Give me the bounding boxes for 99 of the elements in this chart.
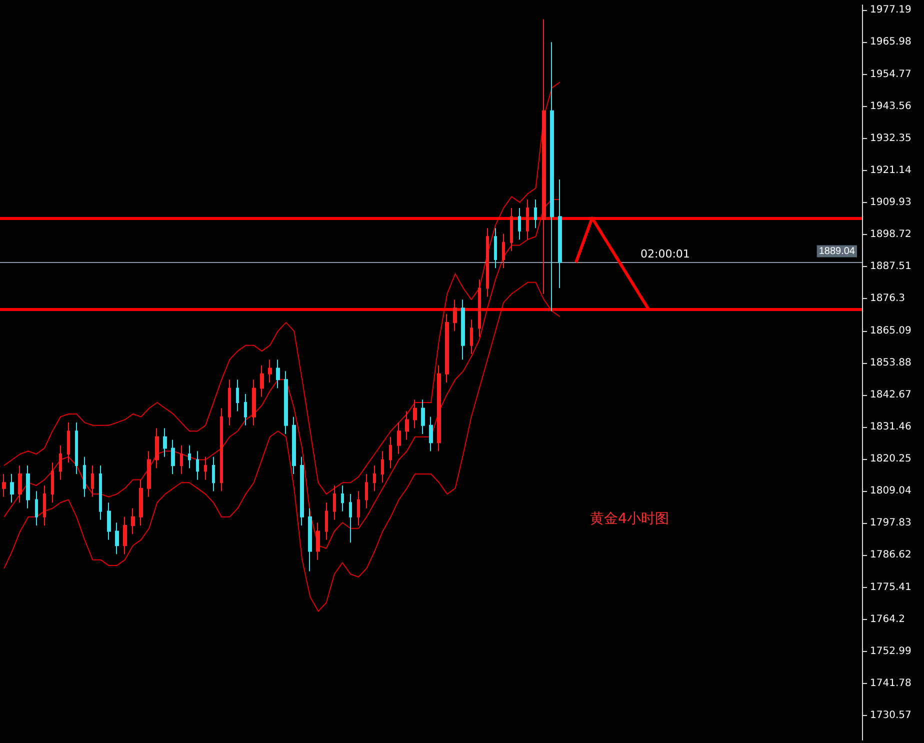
- candlestick: [316, 522, 320, 560]
- line-series: [4, 282, 560, 612]
- candlestick: [43, 484, 46, 526]
- candlestick: [292, 416, 296, 475]
- candlestick: [51, 462, 54, 504]
- candlestick: [341, 484, 344, 512]
- candlestick: [349, 494, 352, 544]
- y-tick-label: 1921.14: [870, 164, 912, 176]
- candlestick: [461, 299, 465, 360]
- candlestick: [453, 299, 457, 332]
- candlestick: [518, 208, 521, 240]
- candlestick: [107, 502, 111, 540]
- candlestick: [268, 359, 272, 384]
- candlestick: [131, 508, 135, 535]
- y-tick-label: 1842.67: [870, 389, 912, 400]
- candlestick: [163, 428, 167, 458]
- candlestick: [236, 379, 239, 412]
- candlestick: [10, 474, 14, 504]
- y-tick-label: 1887.51: [870, 261, 912, 272]
- ref-line-label: 1889.04: [818, 246, 856, 257]
- y-tick-label: 1741.78: [870, 678, 912, 689]
- candlestick: [558, 178, 562, 289]
- candlestick: [534, 198, 537, 229]
- candlestick: [123, 516, 127, 555]
- candlestick: [67, 422, 70, 464]
- candlestick: [550, 42, 554, 312]
- candlestick: [284, 370, 288, 434]
- candlestick: [478, 279, 481, 338]
- y-tick-label: 1865.09: [870, 325, 912, 336]
- candlestick: [147, 450, 151, 498]
- candlestick: [196, 450, 199, 480]
- line-series: [4, 82, 560, 495]
- candlestick: [437, 364, 441, 452]
- candlestick: [445, 313, 449, 384]
- candlestick: [2, 474, 6, 498]
- y-tick-label: 1831.46: [870, 421, 912, 432]
- y-tick-label: 1954.77: [870, 68, 912, 80]
- candlestick: [276, 359, 280, 389]
- candlestick: [526, 198, 529, 240]
- y-tick-label: 1932.35: [870, 132, 912, 144]
- candlestick: [494, 228, 497, 269]
- y-tick-label: 1764.2: [870, 614, 905, 625]
- y-tick-label: 1876.3: [870, 293, 905, 304]
- candlestick: [18, 464, 22, 504]
- candlestick: [59, 444, 62, 480]
- candlestick: [470, 319, 473, 354]
- candlestick: [83, 456, 86, 498]
- candlestick: [188, 444, 191, 469]
- candlestick: [220, 408, 223, 492]
- candlestick: [510, 208, 513, 252]
- y-tick-label: 1820.25: [870, 454, 912, 465]
- candlestick: [389, 436, 392, 469]
- candlestick: [75, 422, 78, 475]
- candlestick: [365, 474, 368, 509]
- candlestick: [139, 479, 143, 526]
- y-tick-label: 1853.88: [870, 357, 912, 368]
- candlestick: [35, 490, 38, 526]
- candlestick: [429, 416, 433, 452]
- line-series: [4, 198, 560, 549]
- candlestick: [252, 379, 256, 426]
- y-tick-label: 1943.56: [870, 100, 912, 112]
- candlestick: [381, 450, 384, 484]
- candlestick: [26, 464, 30, 509]
- candlestick: [171, 439, 175, 475]
- candlestick: [413, 399, 417, 429]
- candlestick: [204, 456, 207, 480]
- candlestick: [155, 428, 159, 469]
- y-tick-label: 1797.83: [870, 518, 912, 529]
- candlestick: [212, 456, 215, 492]
- candlestick: [180, 444, 183, 475]
- candlestick: [228, 379, 231, 426]
- candlestick: [308, 508, 312, 572]
- candlestick: [260, 364, 264, 398]
- y-tick-label: 1898.72: [870, 229, 912, 240]
- y-tick-label: 1775.41: [870, 582, 912, 593]
- candlestick: [244, 393, 247, 426]
- annotation: 黄金4小时图: [590, 511, 669, 527]
- candlestick: [486, 228, 489, 298]
- annotation: 02:00:01: [640, 247, 690, 260]
- candlestick: [542, 18, 546, 294]
- candlestick: [502, 233, 505, 269]
- candlestick: [325, 502, 328, 540]
- candlestick: [300, 456, 304, 526]
- y-tick-label: 1752.99: [870, 646, 912, 657]
- candlestick: [99, 464, 102, 520]
- y-tick-label: 1977.19: [870, 4, 912, 16]
- y-tick-label: 1965.98: [870, 36, 912, 48]
- candlestick: [373, 464, 376, 492]
- candlestick: [91, 464, 94, 498]
- candlestick: [397, 422, 401, 455]
- y-tick-label: 1909.93: [870, 197, 912, 208]
- candlestick: [357, 490, 360, 526]
- y-tick-label: 1809.04: [870, 486, 912, 497]
- candlestick: [405, 410, 409, 440]
- y-tick-label: 1786.62: [870, 550, 912, 561]
- candlestick: [115, 522, 119, 555]
- candlestick: [333, 484, 336, 520]
- y-tick-label: 1730.57: [870, 710, 912, 721]
- candlestick: [421, 399, 425, 434]
